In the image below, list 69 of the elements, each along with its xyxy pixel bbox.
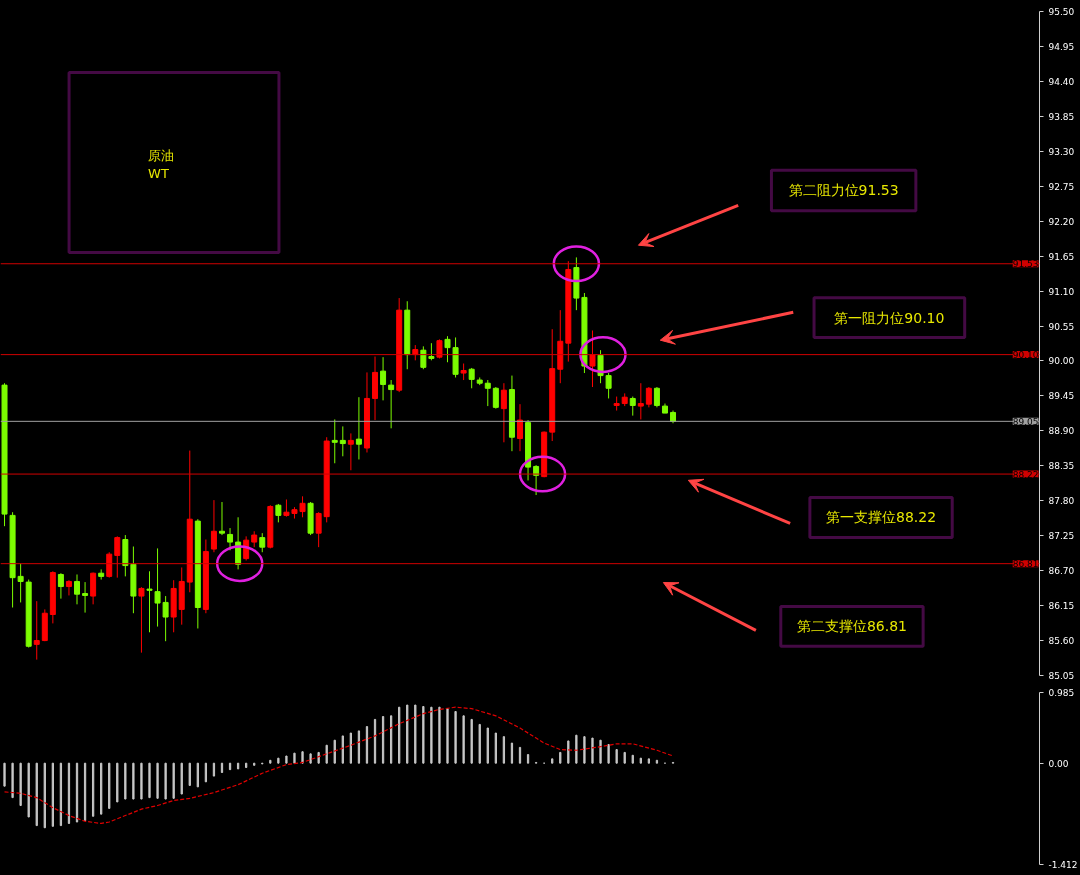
y-tick-label: 87.80 xyxy=(1048,496,1075,507)
candlestick xyxy=(65,579,72,596)
y-tick-label: 94.40 xyxy=(1048,76,1075,87)
y-tick-label: 90.00 xyxy=(1048,356,1075,367)
y-tick-label: 90.55 xyxy=(1048,321,1075,332)
candlestick xyxy=(138,586,145,654)
candlestick xyxy=(74,573,81,605)
candlestick xyxy=(90,572,97,605)
candlestick xyxy=(227,527,234,551)
candlestick xyxy=(57,572,64,600)
y-tick-label: 95.50 xyxy=(1048,7,1075,17)
candlestick xyxy=(210,499,217,553)
y-tick-label: 86.70 xyxy=(1048,566,1075,577)
candlestick xyxy=(388,379,395,429)
y-tick-label: 88.35 xyxy=(1048,461,1075,472)
y-tick-label: 92.75 xyxy=(1048,181,1075,192)
y-tick-label: 87.25 xyxy=(1048,531,1075,542)
y-tick-label: 0.985 xyxy=(1048,688,1075,698)
y-tick-label: 85.05 xyxy=(1048,671,1075,681)
candlestick xyxy=(517,403,523,452)
candlestick xyxy=(637,382,644,420)
candlestick xyxy=(339,425,346,457)
candlestick xyxy=(82,581,89,614)
candlestick xyxy=(492,386,499,410)
candlestick xyxy=(653,386,660,408)
candlestick xyxy=(106,551,113,579)
ref-line-label: 89.05 xyxy=(1012,416,1039,427)
candlestick xyxy=(484,379,491,407)
candlestick xyxy=(645,386,652,408)
ref-line-label: 88.22 xyxy=(1012,469,1039,480)
y-tick-label: 92.20 xyxy=(1048,216,1075,227)
candlestick xyxy=(468,367,475,389)
y-tick-label: 91.10 xyxy=(1048,286,1075,297)
y-tick-label: 88.90 xyxy=(1048,426,1075,437)
ref-line-label: 91.53 xyxy=(1012,259,1039,270)
y-tick-label: 94.95 xyxy=(1048,41,1075,52)
text: 原油 WT xyxy=(148,147,175,181)
candlestick xyxy=(500,382,507,443)
candlestick xyxy=(331,418,338,464)
annotation: 第二阻力位91.53 xyxy=(788,182,899,199)
candlestick xyxy=(114,535,121,579)
candlestick xyxy=(259,532,266,553)
y-tick-label: 86.15 xyxy=(1048,601,1075,612)
y-tick-label: 0.00 xyxy=(1048,758,1069,769)
candlestick xyxy=(380,356,387,401)
candlestick xyxy=(605,372,612,399)
y-tick-label: 85.60 xyxy=(1048,636,1075,647)
candlestick xyxy=(275,503,282,523)
ref-line-label: 90.10 xyxy=(1012,350,1039,361)
annotation: 第二支撑位86.81 xyxy=(796,618,908,635)
y-tick-label: 93.30 xyxy=(1048,146,1075,157)
line-series xyxy=(3,706,674,825)
y-tick-label: 93.85 xyxy=(1048,111,1075,122)
candlestick xyxy=(146,570,153,633)
candlestick xyxy=(219,501,225,536)
candlestick xyxy=(629,396,636,417)
y-tick-label: 89.45 xyxy=(1048,391,1075,402)
candlestick xyxy=(355,396,362,460)
candlestick xyxy=(444,335,451,363)
annotation: 第一支撑位88.22 xyxy=(826,509,937,526)
annotation: 第一阻力位90.10 xyxy=(834,309,945,326)
ref-line-label: 86.81 xyxy=(1012,559,1039,570)
y-tick-label: 91.65 xyxy=(1048,251,1075,262)
candlestick xyxy=(347,432,354,471)
candlestick xyxy=(597,349,604,384)
candlestick xyxy=(589,329,596,388)
candlestick xyxy=(33,600,40,661)
candlestick xyxy=(315,511,322,548)
y-tick-label: -1.412 xyxy=(1048,860,1078,870)
